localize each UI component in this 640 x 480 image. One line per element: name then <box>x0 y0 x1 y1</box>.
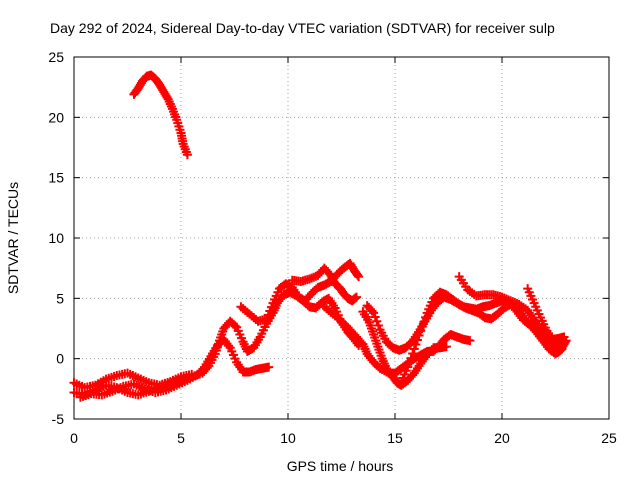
data-point <box>416 326 426 336</box>
series-arc-4 <box>75 334 274 402</box>
series-arc-5 <box>236 258 364 326</box>
series-arc-1 <box>129 70 192 160</box>
y-tick-label: 25 <box>48 49 64 65</box>
data-point <box>264 362 274 372</box>
axis-ticks: 0 5 10 15 20 25 -5 0 5 10 15 20 25 <box>48 49 617 446</box>
x-tick-label: 10 <box>280 430 296 446</box>
y-tick-label: 10 <box>48 230 64 246</box>
x-axis-label: GPS time / hours <box>287 458 394 474</box>
data-point <box>403 362 413 372</box>
series-arc-10 <box>396 287 571 387</box>
data-point <box>182 150 192 160</box>
series-arc-8 <box>358 307 451 390</box>
data-point <box>412 335 422 345</box>
x-tick-label: 25 <box>601 430 617 446</box>
series-arc-6 <box>287 263 361 306</box>
data-point <box>411 339 421 349</box>
x-tick-label: 15 <box>387 430 403 446</box>
series-arc-7 <box>319 302 475 378</box>
data-point <box>419 317 429 327</box>
data-point <box>351 292 361 302</box>
y-tick-label: 20 <box>48 109 64 125</box>
data-point <box>559 338 569 348</box>
x-tick-label: 5 <box>177 430 185 446</box>
chart-title: Day 292 of 2024, Sidereal Day-to-day VTE… <box>50 20 555 36</box>
data-points <box>69 70 571 402</box>
data-point <box>420 312 430 322</box>
data-point <box>409 344 419 354</box>
x-tick-label: 20 <box>494 430 510 446</box>
grid <box>74 57 609 419</box>
y-tick-label: 0 <box>56 351 64 367</box>
data-point <box>417 321 427 331</box>
data-point <box>408 349 418 359</box>
data-point <box>354 272 364 282</box>
y-tick-label: 5 <box>56 290 64 306</box>
data-point <box>406 353 416 363</box>
data-point <box>404 358 414 368</box>
y-tick-label: 15 <box>48 170 64 186</box>
y-axis-label: SDTVAR / TECUs <box>5 182 21 294</box>
data-point <box>414 330 424 340</box>
y-tick-label: -5 <box>52 411 65 427</box>
series-arc-12 <box>523 284 569 352</box>
x-tick-label: 0 <box>70 430 78 446</box>
data-point <box>441 342 451 352</box>
data-point <box>465 336 475 346</box>
